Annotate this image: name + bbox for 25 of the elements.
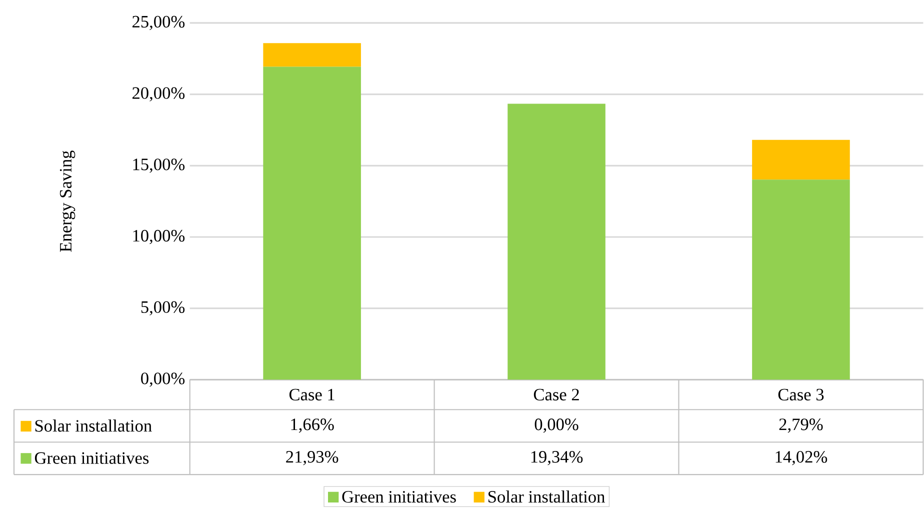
- y-tick-label: 25,00%: [132, 16, 185, 30]
- data-label: 0,00%: [534, 418, 578, 433]
- y-tick-label: 15,00%: [133, 158, 185, 173]
- data-label: 14,02%: [776, 451, 828, 466]
- legend-label: Solar installation: [35, 420, 152, 432]
- bar: [263, 43, 361, 67]
- bar: [752, 140, 850, 180]
- x-tick-label: Case 1: [289, 389, 334, 401]
- x-tick-label: Case 3: [778, 389, 824, 401]
- bar: [508, 104, 606, 380]
- y-tick-label: 10,00%: [133, 230, 185, 244]
- text: Green initiatives: [34, 452, 149, 464]
- bar: [263, 67, 361, 380]
- data-label: 21,93%: [286, 451, 338, 466]
- x-tick-label: Case 2: [534, 389, 579, 401]
- y-tick-label: 20,00%: [132, 87, 185, 102]
- data-label: 19,34%: [531, 451, 583, 466]
- y-axis-title: Energy Saving: [60, 150, 76, 252]
- bar: [752, 180, 850, 380]
- y-tick-label: 5,00%: [141, 301, 185, 316]
- y-tick-label: 0,00%: [141, 372, 185, 387]
- text: Solar installation: [488, 490, 605, 503]
- data-label: 2,79%: [779, 418, 823, 433]
- legend-label: Green initiatives: [342, 491, 456, 503]
- data-label: 1,66%: [291, 418, 334, 433]
